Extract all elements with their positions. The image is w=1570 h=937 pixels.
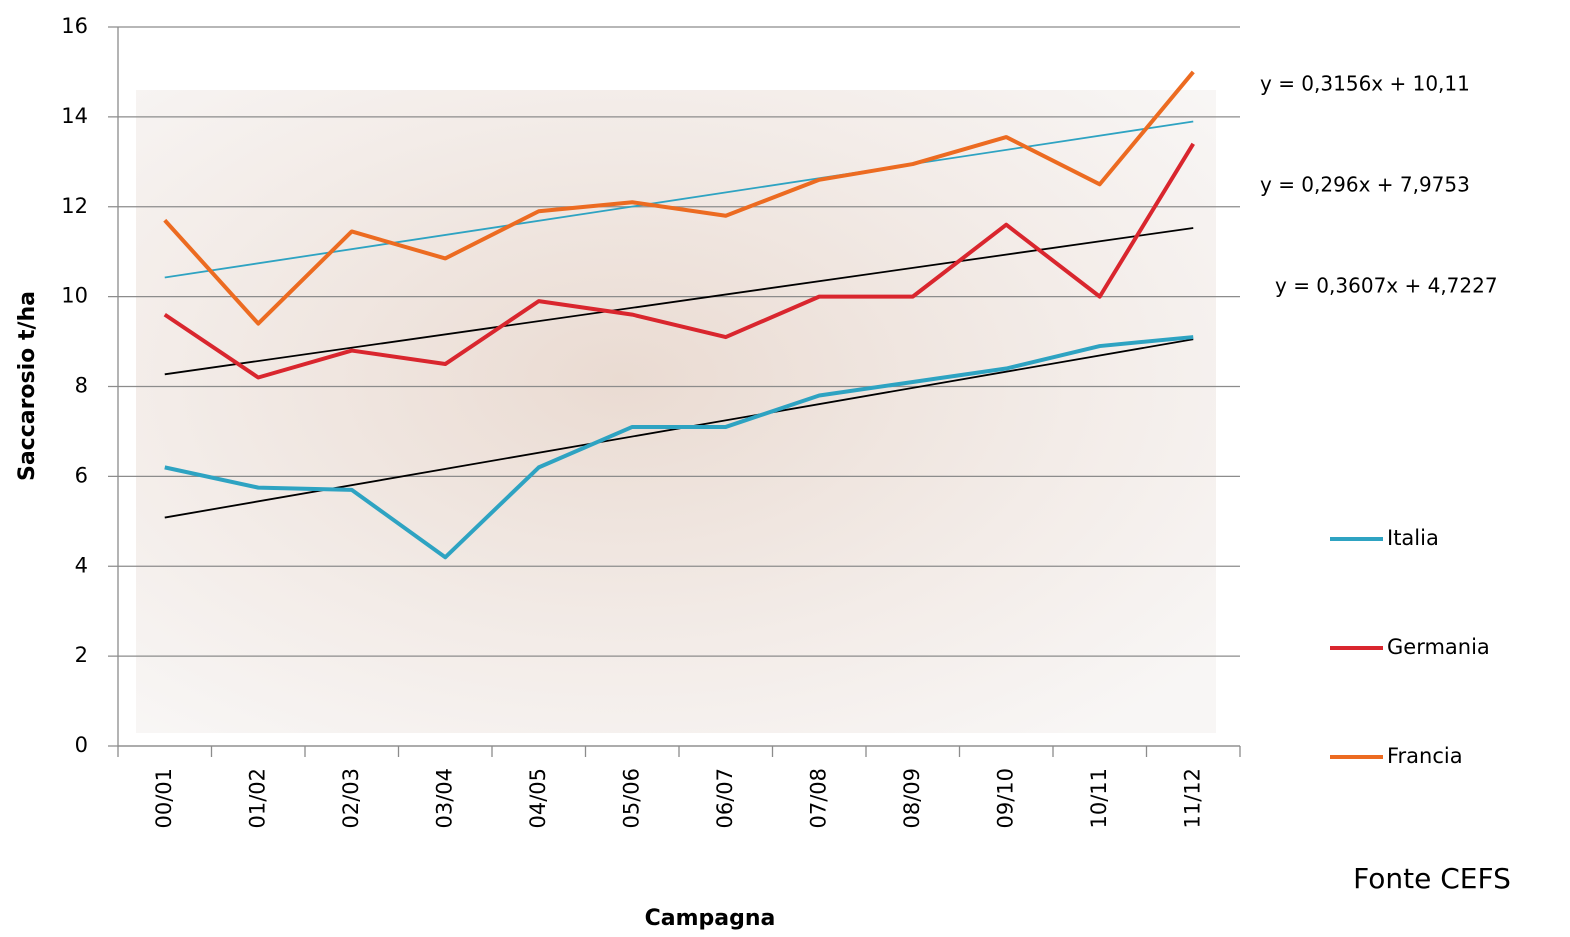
y-tick-label: 2: [75, 643, 88, 667]
x-tick-label: 05/06: [619, 768, 643, 829]
trendline-equation: y = 0,3156x + 10,11: [1260, 72, 1470, 96]
trendline-equation: y = 0,296x + 7,9753: [1260, 173, 1470, 197]
x-tick-label: 04/05: [526, 768, 550, 829]
source-note: Fonte CEFS: [1353, 862, 1511, 895]
x-tick-label: 01/02: [245, 768, 269, 829]
y-tick-label: 8: [75, 374, 88, 398]
x-axis-title: Campagna: [645, 906, 776, 931]
series-line: [164, 335, 1194, 560]
x-tick-label: 09/10: [993, 768, 1017, 829]
y-tick-label: 4: [75, 553, 88, 577]
series-line: [163, 70, 1195, 326]
trendline-equation: y = 0,3607x + 4,7227: [1275, 274, 1498, 298]
background-image: [136, 90, 1216, 733]
x-tick-label: 07/08: [806, 768, 830, 829]
legend-label: Germania: [1387, 635, 1490, 659]
x-tick-label: 00/01: [152, 768, 176, 829]
legend-label: Francia: [1387, 744, 1463, 768]
y-tick-label: 0: [75, 733, 88, 757]
trendline: [164, 227, 1194, 376]
x-tick-label: 06/07: [713, 768, 737, 829]
trendline: [164, 120, 1194, 279]
y-tick-label: 6: [75, 463, 88, 487]
x-tick-label: 10/11: [1087, 768, 1111, 829]
series-line: [163, 142, 1195, 380]
x-tick-label: 02/03: [339, 768, 363, 829]
y-tick-label: 14: [61, 104, 88, 128]
x-tick-label: 03/04: [432, 768, 456, 829]
x-tick-label: 08/09: [900, 768, 924, 829]
y-tick-label: 10: [61, 284, 88, 308]
legend-label: Italia: [1387, 526, 1439, 550]
y-tick-label: 12: [61, 194, 88, 218]
y-tick-label: 16: [61, 14, 88, 38]
y-axis-title: Saccarosio t/ha: [15, 291, 40, 481]
x-tick-label: 11/12: [1180, 768, 1204, 829]
